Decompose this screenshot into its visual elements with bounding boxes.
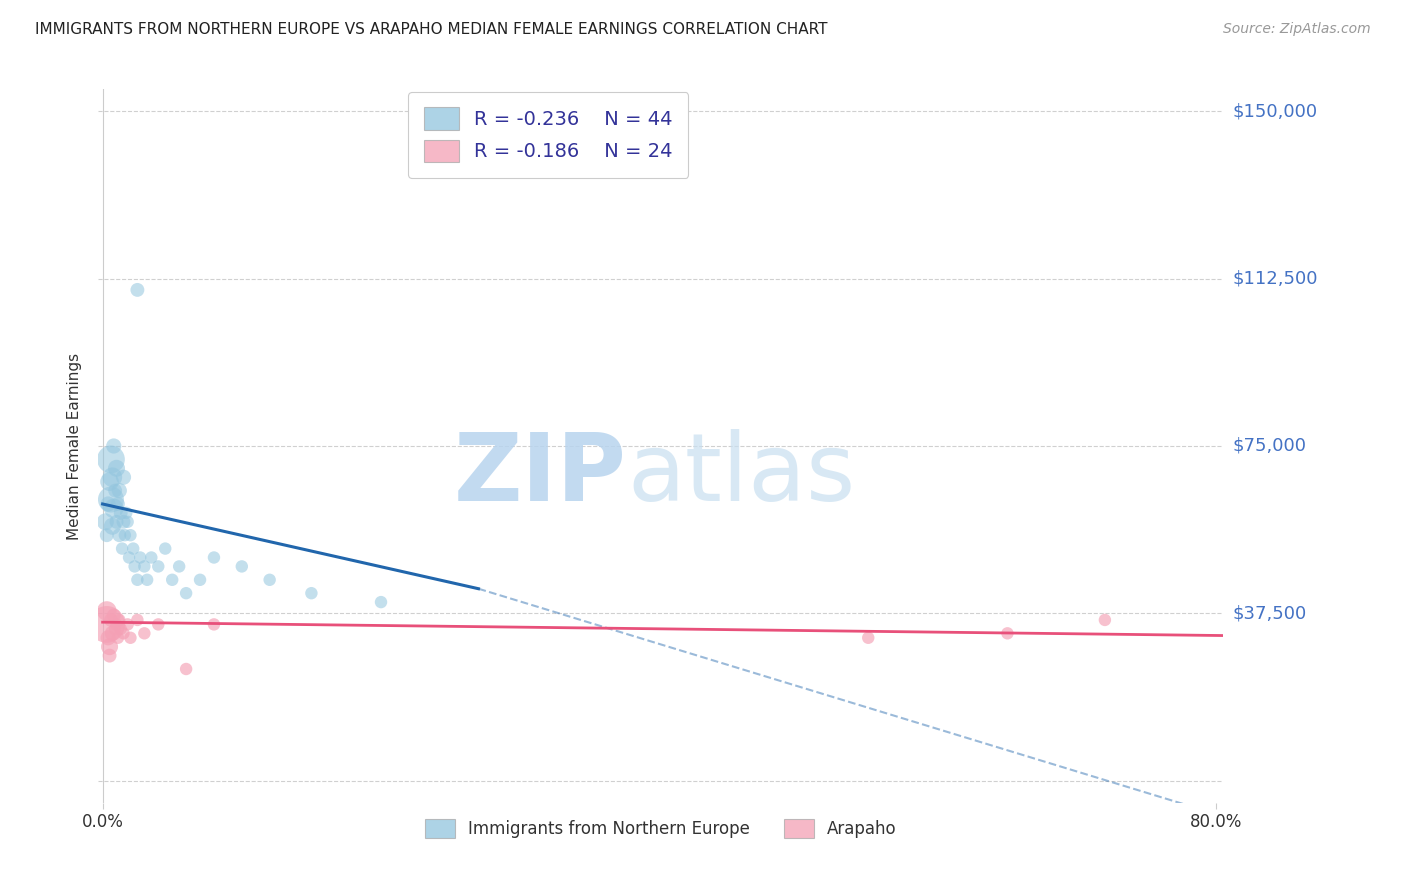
Point — [103, 608, 125, 623]
Y-axis label: Median Female Earnings: Median Female Earnings — [67, 352, 83, 540]
Point — [124, 559, 146, 574]
Text: IMMIGRANTS FROM NORTHERN EUROPE VS ARAPAHO MEDIAN FEMALE EARNINGS CORRELATION CH: IMMIGRANTS FROM NORTHERN EUROPE VS ARAPA… — [35, 22, 828, 37]
Point — [104, 622, 127, 636]
Point — [100, 452, 122, 467]
Point — [129, 550, 152, 565]
Text: $37,500: $37,500 — [1233, 604, 1308, 623]
Point — [259, 573, 281, 587]
Point — [117, 617, 139, 632]
Point — [105, 461, 128, 475]
Point — [108, 613, 131, 627]
Point — [134, 626, 156, 640]
Point — [202, 550, 225, 565]
Point — [155, 541, 177, 556]
Text: Source: ZipAtlas.com: Source: ZipAtlas.com — [1223, 22, 1371, 37]
Point — [997, 626, 1019, 640]
Point — [188, 573, 211, 587]
Point — [127, 573, 149, 587]
Point — [110, 506, 132, 520]
Point — [107, 497, 129, 511]
Point — [370, 595, 392, 609]
Point — [112, 626, 135, 640]
Point — [115, 506, 138, 520]
Point — [100, 613, 122, 627]
Point — [202, 617, 225, 632]
Point — [101, 470, 124, 484]
Legend: Immigrants from Northern Europe, Arapaho: Immigrants from Northern Europe, Arapaho — [419, 812, 903, 845]
Point — [96, 604, 118, 618]
Point — [108, 483, 131, 498]
Point — [127, 613, 149, 627]
Point — [111, 541, 134, 556]
Text: $150,000: $150,000 — [1233, 103, 1317, 120]
Point — [101, 519, 124, 533]
Point — [96, 528, 118, 542]
Point — [105, 515, 128, 529]
Point — [103, 439, 125, 453]
Text: atlas: atlas — [627, 428, 855, 521]
Point — [118, 550, 141, 565]
Point — [299, 586, 322, 600]
Point — [167, 559, 190, 574]
Point — [148, 559, 170, 574]
Point — [136, 573, 159, 587]
Text: ZIP: ZIP — [454, 428, 627, 521]
Point — [107, 631, 129, 645]
Text: $75,000: $75,000 — [1233, 437, 1306, 455]
Point — [122, 541, 145, 556]
Point — [105, 617, 128, 632]
Point — [97, 631, 120, 645]
Point — [108, 528, 131, 542]
Point — [112, 515, 135, 529]
Point — [127, 283, 149, 297]
Point — [174, 586, 197, 600]
Point — [101, 626, 124, 640]
Point — [1094, 613, 1116, 627]
Point — [160, 573, 183, 587]
Point — [94, 515, 117, 529]
Point — [96, 617, 118, 632]
Point — [98, 648, 121, 663]
Point — [104, 483, 127, 498]
Point — [148, 617, 170, 632]
Point — [858, 631, 880, 645]
Point — [114, 528, 136, 542]
Point — [112, 470, 135, 484]
Point — [134, 559, 156, 574]
Point — [100, 492, 122, 507]
Point — [97, 497, 120, 511]
Point — [103, 501, 125, 516]
Point — [174, 662, 197, 676]
Point — [231, 559, 253, 574]
Point — [120, 528, 142, 542]
Point — [117, 515, 139, 529]
Point — [98, 640, 121, 654]
Point — [98, 475, 121, 489]
Point — [120, 631, 142, 645]
Point — [141, 550, 163, 565]
Point — [110, 622, 132, 636]
Text: $112,500: $112,500 — [1233, 269, 1319, 288]
